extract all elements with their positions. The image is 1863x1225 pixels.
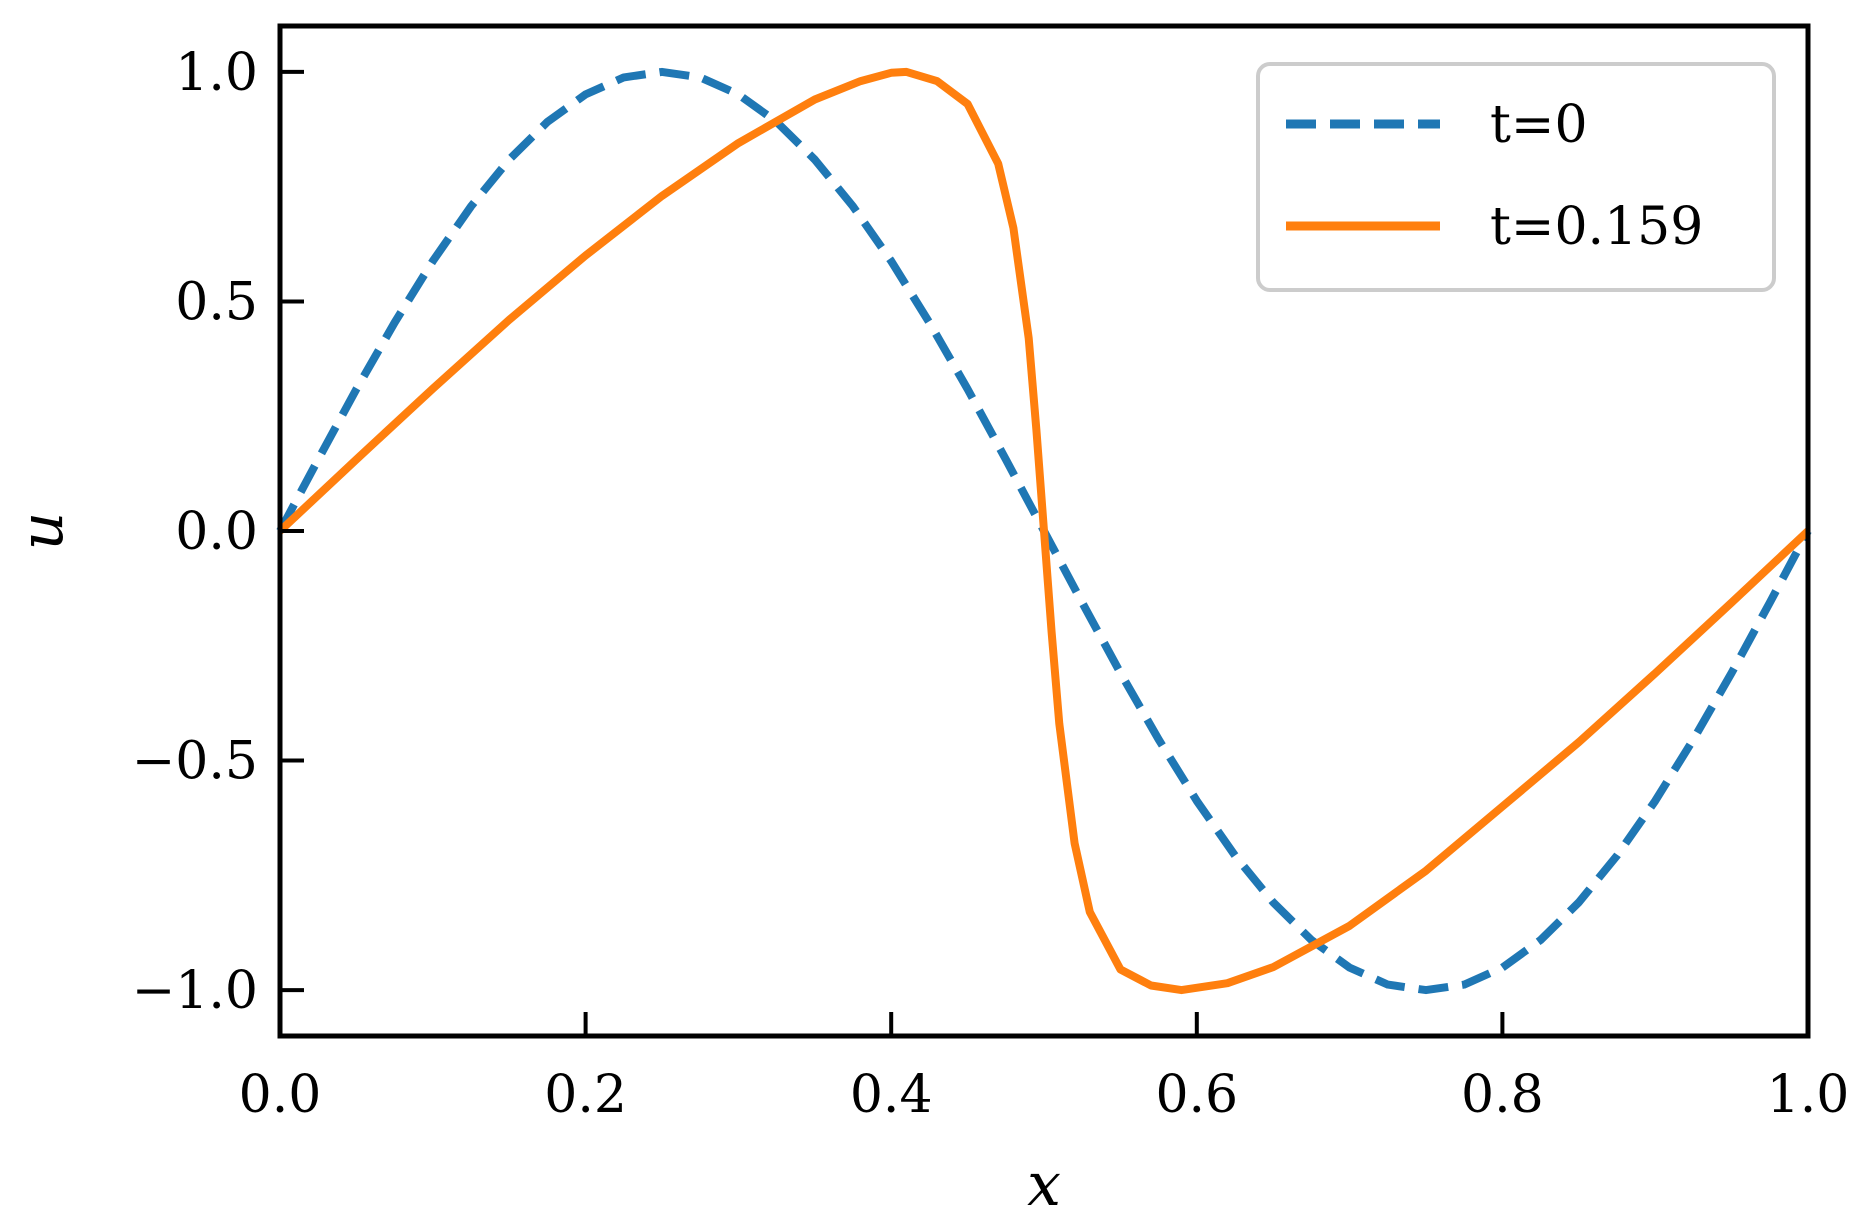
x-tick-label: 0.6	[1155, 1065, 1238, 1125]
x-axis-label: x	[1027, 1150, 1061, 1220]
ticks-layer: 0.0 0.2 0.4 0.6 0.8 1.0 −1.0 −0.5 0.0 0.5 1.0	[132, 43, 1850, 1125]
x-tick-label: 0.2	[544, 1065, 627, 1125]
legend: t=0 t=0.159	[1256, 62, 1776, 292]
y-axis-label: u	[7, 512, 77, 551]
legend-label-t0: t=0	[1490, 95, 1588, 155]
y-tick-label: −0.5	[132, 732, 258, 792]
x-tick-label: 0.4	[850, 1065, 933, 1125]
series-line-1	[277, 67, 1811, 995]
series-layer	[276, 67, 1812, 995]
legend-label-t0159: t=0.159	[1490, 197, 1703, 257]
x-tick-label: 1.0	[1767, 1065, 1850, 1125]
y-tick-label: 0.5	[175, 272, 258, 332]
x-tick-label: 0.8	[1461, 1065, 1544, 1125]
y-tick-label: 0.0	[175, 502, 258, 562]
y-tick-label: 1.0	[175, 43, 258, 103]
y-tick-label: −1.0	[132, 961, 258, 1021]
x-tick-label: 0.0	[239, 1065, 322, 1125]
